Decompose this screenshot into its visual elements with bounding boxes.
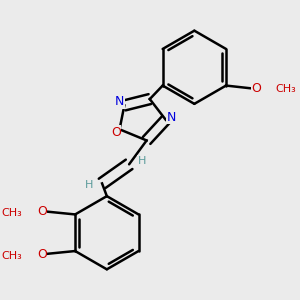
Text: CH₃: CH₃ (1, 251, 22, 261)
Text: CH₃: CH₃ (275, 84, 296, 94)
Text: O: O (111, 126, 121, 139)
Text: O: O (37, 205, 47, 218)
Text: CH₃: CH₃ (1, 208, 22, 218)
Text: O: O (37, 248, 47, 261)
Text: N: N (115, 95, 124, 108)
Text: H: H (138, 155, 146, 166)
Text: O: O (251, 82, 261, 95)
Text: H: H (85, 180, 94, 190)
Text: N: N (167, 111, 176, 124)
